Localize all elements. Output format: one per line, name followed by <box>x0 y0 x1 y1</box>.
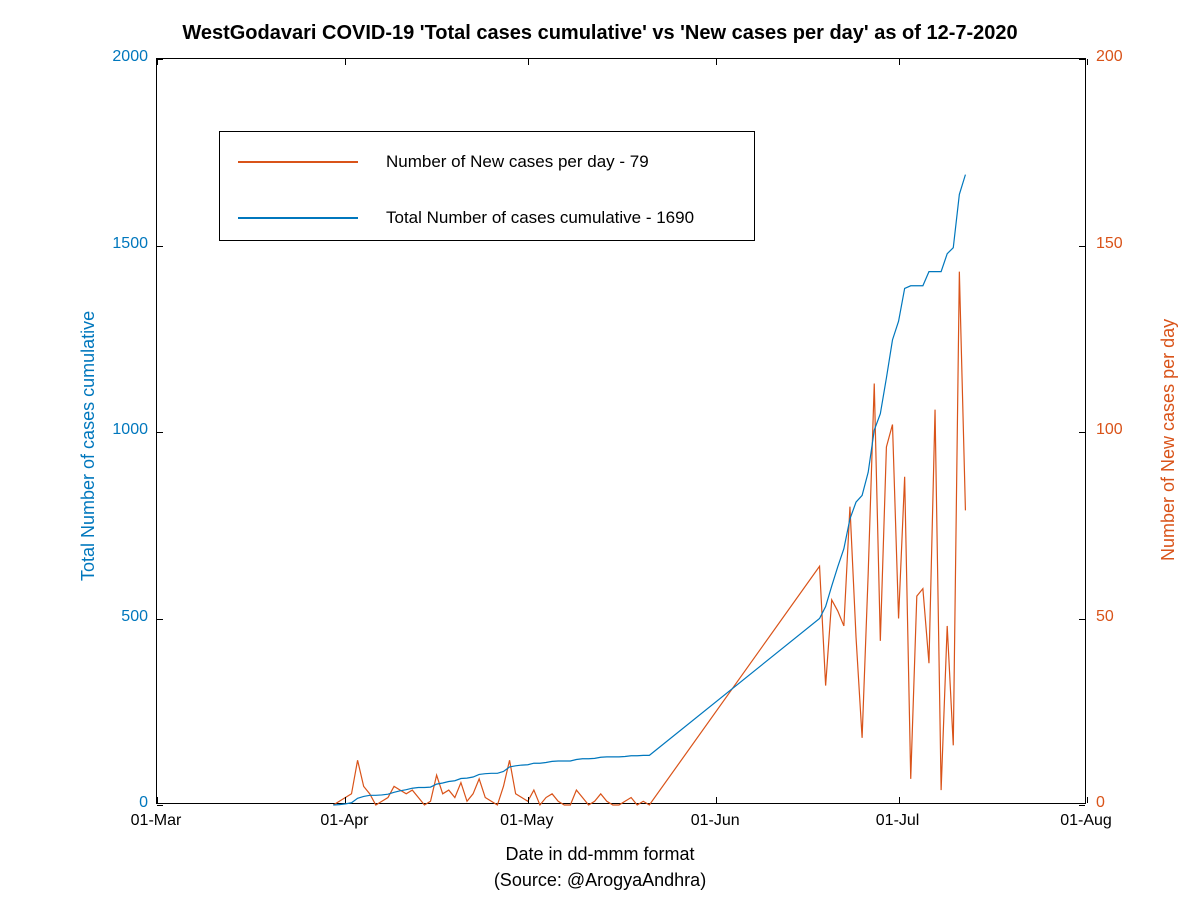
legend: Number of New cases per day - 79 Total N… <box>219 131 755 241</box>
xtick-label: 01-Aug <box>1060 812 1112 830</box>
ytick-right-label: 50 <box>1096 608 1156 626</box>
xtick-label: 01-Jun <box>691 812 740 830</box>
legend-entry-cumulative: Total Number of cases cumulative - 1690 <box>238 208 694 228</box>
legend-label-cumulative: Total Number of cases cumulative - 1690 <box>386 208 694 228</box>
chart-container: WestGodavari COVID-19 'Total cases cumul… <box>0 0 1200 900</box>
x-axis-label: Date in dd-mmm format <box>0 844 1200 865</box>
ytick-left-label: 500 <box>88 608 148 626</box>
ytick-right-label: 150 <box>1096 235 1156 253</box>
ytick-right-label: 0 <box>1096 794 1156 812</box>
chart-title: WestGodavari COVID-19 'Total cases cumul… <box>0 22 1200 45</box>
ytick-right-label: 100 <box>1096 421 1156 439</box>
xtick-label: 01-Jul <box>876 812 920 830</box>
ytick-right-label: 200 <box>1096 48 1156 66</box>
y-axis-right-label: Number of New cases per day <box>1158 319 1179 561</box>
ytick-left-label: 2000 <box>88 48 148 66</box>
xtick-label: 01-Mar <box>131 812 182 830</box>
legend-line-new-cases <box>238 161 358 163</box>
xtick-label: 01-May <box>500 812 553 830</box>
xtick-label: 01-Apr <box>320 812 368 830</box>
ytick-left-label: 1500 <box>88 235 148 253</box>
legend-line-cumulative <box>238 217 358 219</box>
y-axis-left-label: Total Number of cases cumulative <box>78 311 99 581</box>
legend-label-new-cases: Number of New cases per day - 79 <box>386 152 649 172</box>
x-axis-sublabel: (Source: @ArogyaAndhra) <box>0 870 1200 891</box>
legend-entry-new-cases: Number of New cases per day - 79 <box>238 152 649 172</box>
ytick-left-label: 0 <box>88 794 148 812</box>
